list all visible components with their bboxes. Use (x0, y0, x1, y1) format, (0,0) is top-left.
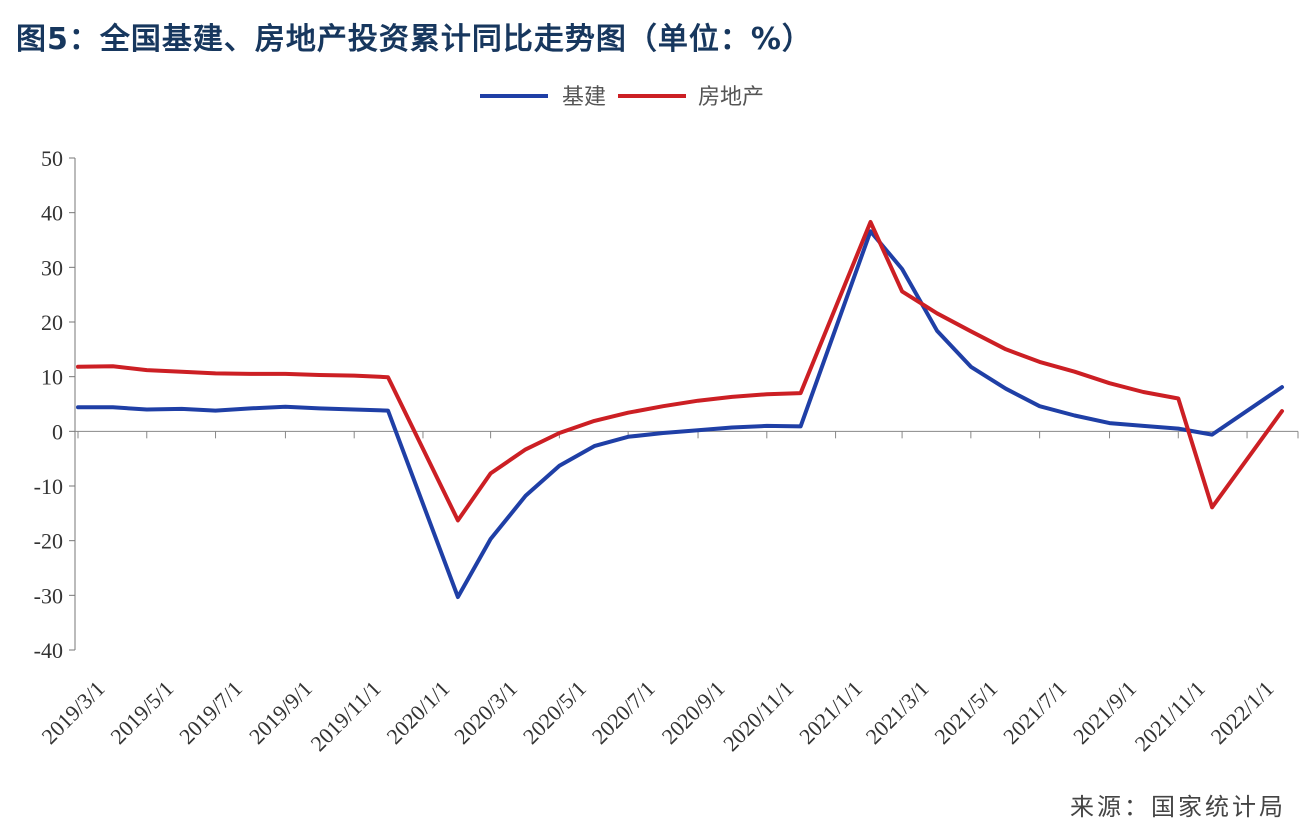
x-tick-label: 2019/3/1 (37, 676, 110, 749)
x-tick-label: 2020/5/1 (518, 676, 591, 749)
y-tick-label: -30 (34, 583, 63, 608)
y-tick-label: 50 (41, 146, 63, 171)
series-line-infrastructure (76, 229, 1284, 599)
x-tick-label: 2019/11/1 (306, 676, 386, 756)
y-tick-label: -20 (34, 529, 63, 554)
y-tick-label: 0 (52, 419, 63, 444)
x-tick-label: 2021/3/1 (861, 676, 934, 749)
y-axis: 50 40 30 20 10 0 -10 -20 -30 -40 (34, 146, 76, 663)
x-tick-label: 2020/1/1 (382, 676, 455, 749)
source-note: 来源：国家统计局 (1070, 793, 1286, 821)
y-tick-label: 20 (41, 310, 63, 335)
x-tick-label: 2020/3/1 (449, 676, 522, 749)
x-tick-label: 2019/7/1 (174, 676, 247, 749)
y-tick-label: 10 (41, 365, 63, 390)
chart-legend: 基建 房地产 (480, 85, 764, 110)
x-tick-label: 2020/11/1 (718, 676, 798, 756)
y-tick-label: 40 (41, 201, 63, 226)
x-tick-label: 2022/1/1 (1206, 676, 1279, 749)
x-tick-label: 2021/11/1 (1130, 676, 1210, 756)
legend-label: 房地产 (698, 85, 764, 110)
x-tick-label: 2020/7/1 (587, 676, 660, 749)
series-line-real-estate (76, 220, 1284, 523)
series-layer (76, 220, 1284, 599)
x-tick-label: 2019/5/1 (105, 676, 178, 749)
x-tick-label: 2021/1/1 (794, 676, 867, 749)
x-tick-label: 2021/5/1 (929, 676, 1002, 749)
chart-title: 图5：全国基建、房地产投资累计同比走势图（单位：%） (16, 22, 813, 57)
x-tick-label: 2021/7/1 (998, 676, 1071, 749)
legend-label: 基建 (562, 85, 606, 110)
y-tick-label: -10 (34, 474, 63, 499)
y-tick-label: -40 (34, 638, 63, 663)
x-axis: 2019/3/12019/5/12019/7/12019/9/12019/11/… (37, 430, 1299, 756)
y-tick-label: 30 (41, 255, 63, 280)
